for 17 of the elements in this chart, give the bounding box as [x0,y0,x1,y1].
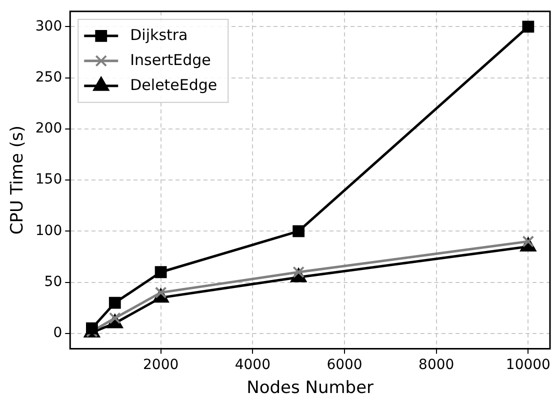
y-axis-title: CPU Time (s) [8,126,28,235]
legend-label: DeleteEdge [130,76,218,94]
legend-label: Dijkstra [130,26,188,44]
x-tick-label: 6000 [326,356,362,373]
x-tick-label: 10000 [506,356,550,373]
x-tick-label: 8000 [418,356,454,373]
legend-label: InsertEdge [130,50,211,69]
x-tick-label: 4000 [234,356,270,373]
x-axis-title: Nodes Number [246,378,374,398]
y-tick-label: 250 [35,70,62,86]
y-tick-label: 300 [35,18,62,34]
y-tick-label: 0 [53,325,62,342]
y-tick-label: 100 [35,222,62,239]
y-tick-label: 150 [35,172,62,188]
y-tick-label: 200 [35,120,62,137]
y-tick-label: 50 [44,274,62,290]
x-tick-label: 2000 [142,356,179,373]
